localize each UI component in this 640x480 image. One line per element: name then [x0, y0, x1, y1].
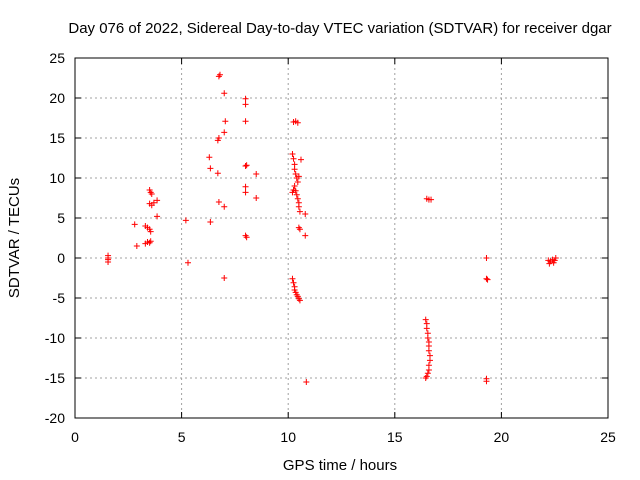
- data-point: [154, 197, 161, 204]
- data-point: [221, 129, 228, 136]
- data-point: [133, 243, 140, 249]
- plot-frame: [74, 57, 609, 419]
- data-point: [289, 275, 296, 282]
- x-tick-label: 10: [280, 429, 296, 445]
- data-point: [302, 211, 309, 217]
- y-tick-label: -20: [45, 410, 65, 426]
- y-tick-label: 10: [49, 170, 65, 186]
- data-point: [242, 189, 249, 196]
- data-point: [215, 199, 222, 205]
- data-point: [428, 196, 435, 203]
- y-tick-label: 5: [57, 210, 65, 226]
- data-point: [221, 275, 228, 281]
- data-point: [424, 370, 431, 377]
- x-tick-label: 25: [600, 429, 616, 445]
- data-point: [243, 162, 250, 169]
- x-tick-label: 5: [178, 429, 186, 445]
- data-point: [303, 379, 310, 385]
- chart-title: Day 076 of 2022, Sidereal Day-to-day VTE…: [68, 20, 611, 37]
- data-point: [207, 219, 214, 225]
- data-point: [293, 191, 300, 198]
- x-tick-label: 20: [494, 429, 510, 445]
- grid-lines: [75, 58, 608, 418]
- data-point: [214, 170, 221, 177]
- data-point: [242, 163, 249, 169]
- data-point: [289, 151, 296, 157]
- data-point: [290, 279, 297, 286]
- y-tick-label: 25: [49, 50, 65, 66]
- data-point: [291, 183, 298, 189]
- x-tick-label: 15: [387, 429, 403, 445]
- data-point: [292, 171, 299, 177]
- data-point: [242, 101, 249, 108]
- data-point: [425, 367, 432, 373]
- data-point: [291, 166, 298, 173]
- data-point: [552, 255, 559, 261]
- data-point: [297, 156, 304, 163]
- data-points: [105, 71, 559, 385]
- x-axis-label: GPS time / hours: [283, 457, 397, 474]
- data-point: [154, 213, 161, 220]
- data-point: [216, 71, 223, 78]
- y-tick-label: 15: [49, 130, 65, 146]
- data-point: [295, 203, 302, 210]
- x-axis-ticks: 0 5 10 15 20 25: [71, 58, 616, 445]
- data-point: [294, 195, 301, 202]
- data-point: [182, 217, 189, 224]
- data-point: [207, 165, 214, 172]
- data-point: [426, 357, 433, 364]
- data-point: [484, 276, 491, 283]
- data-point: [150, 199, 157, 206]
- data-point: [206, 154, 213, 161]
- data-point: [290, 155, 297, 162]
- data-point: [242, 118, 249, 125]
- data-point: [296, 208, 303, 215]
- data-point: [184, 259, 191, 266]
- data-point: [294, 179, 301, 185]
- y-tick-label: 0: [57, 250, 65, 266]
- data-point: [253, 195, 260, 201]
- data-point: [131, 221, 138, 228]
- y-tick-label: -15: [45, 370, 65, 386]
- y-tick-label: -5: [53, 290, 66, 306]
- data-point: [242, 232, 249, 239]
- data-point: [295, 173, 302, 180]
- data-point: [147, 238, 154, 245]
- data-point: [483, 275, 490, 282]
- data-point: [253, 171, 260, 177]
- data-point: [294, 119, 301, 126]
- data-point: [483, 255, 490, 261]
- data-point: [296, 297, 303, 304]
- data-point: [221, 90, 228, 97]
- data-point: [290, 187, 297, 193]
- data-point: [422, 316, 429, 323]
- data-point: [423, 325, 430, 332]
- data-point: [422, 375, 429, 381]
- data-point: [295, 224, 302, 231]
- y-tick-label: 20: [49, 90, 65, 106]
- y-axis-label: SDTVAR / TECUs: [6, 178, 23, 298]
- data-point: [221, 203, 228, 210]
- data-point: [105, 259, 112, 265]
- data-point: [425, 347, 432, 354]
- data-point: [243, 234, 250, 241]
- data-point: [302, 232, 309, 239]
- data-point: [222, 118, 229, 125]
- data-point: [215, 135, 222, 141]
- data-point: [424, 335, 431, 341]
- data-point: [242, 95, 249, 102]
- data-point: [147, 228, 154, 235]
- data-point: [242, 183, 249, 190]
- data-point: [483, 378, 490, 385]
- y-tick-label: -10: [45, 330, 65, 346]
- y-axis-ticks: -20 -15 -10 -5 0 5 10 15 20 25: [45, 50, 608, 426]
- x-tick-label: 0: [71, 429, 79, 445]
- data-point: [296, 226, 303, 233]
- data-point: [148, 191, 155, 197]
